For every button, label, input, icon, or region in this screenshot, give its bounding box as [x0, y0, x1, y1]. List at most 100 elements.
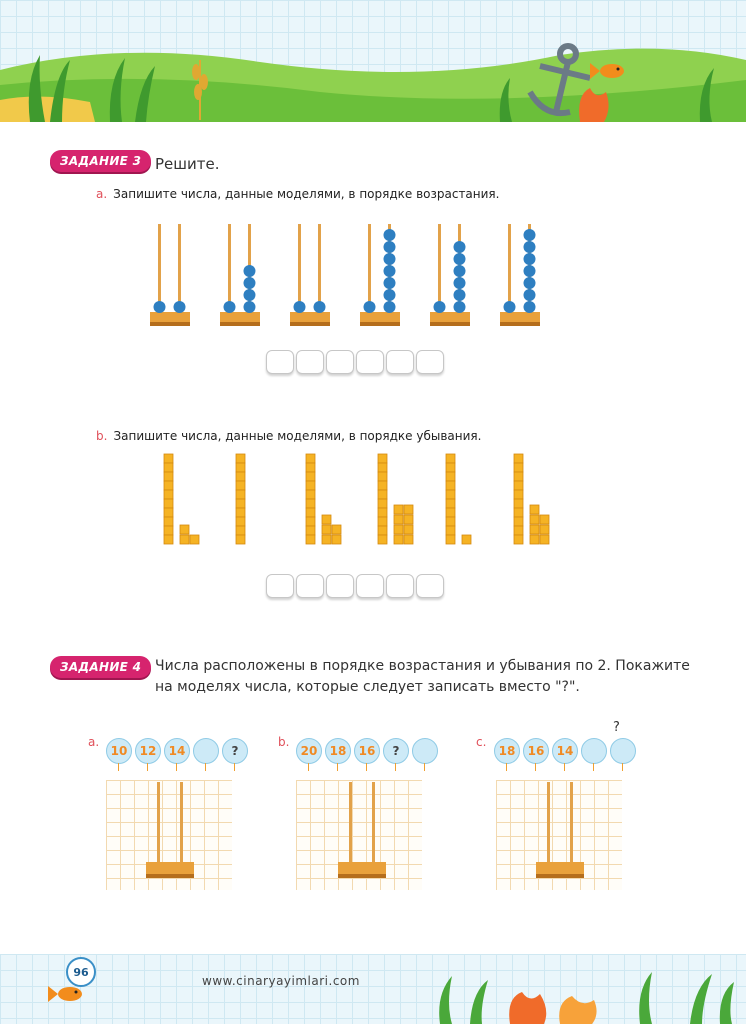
base-ten-model	[445, 453, 472, 545]
header-banner	[0, 0, 746, 122]
balloon: 16	[523, 738, 549, 771]
balloon: 14	[552, 738, 578, 771]
task3-part-b: b. Запишите числа, данные моделями, в пор…	[96, 429, 481, 443]
fish-icon	[590, 63, 624, 79]
bead	[383, 265, 396, 277]
footer-seaweed-illustration	[48, 972, 734, 1024]
answer-box[interactable]	[326, 574, 354, 598]
answer-box[interactable]	[266, 350, 294, 374]
unit-cube	[393, 504, 404, 515]
unit-cube	[529, 524, 540, 535]
abacus-model	[220, 224, 260, 326]
bead	[223, 301, 236, 313]
answer-box[interactable]	[326, 350, 354, 374]
balloons-a: 10 12 14 ?	[106, 738, 248, 771]
unit-cube	[403, 504, 414, 515]
answer-box[interactable]	[356, 574, 384, 598]
balloon: 16	[354, 738, 380, 771]
part-a-text: Запишите числа, данные моделями, в поряд…	[113, 187, 500, 201]
balloon[interactable]: ?	[383, 738, 409, 771]
answer-boxes-a	[266, 350, 444, 374]
ten-rod	[163, 453, 174, 545]
bead	[383, 241, 396, 253]
group-a-letter: a.	[88, 735, 100, 749]
balloon[interactable]: ?	[222, 738, 248, 771]
unit-cube	[321, 524, 332, 535]
ten-rod	[445, 453, 456, 545]
answer-box[interactable]	[296, 350, 324, 374]
unit-cube	[529, 504, 540, 515]
balloon: 10	[106, 738, 132, 771]
abacus-grid-b	[296, 780, 422, 890]
bead	[363, 301, 376, 313]
balloon[interactable]	[412, 738, 438, 771]
unit-cube	[539, 514, 550, 525]
base-ten-model	[163, 453, 200, 545]
group-c-letter: c.	[476, 735, 487, 749]
balloon: 18	[325, 738, 351, 771]
bead	[503, 301, 516, 313]
bead	[433, 301, 446, 313]
balloon[interactable]	[581, 738, 607, 771]
task3-part-a: a. Запишите числа, данные моделями, в пор…	[96, 187, 499, 201]
bead	[383, 301, 396, 313]
balloons-c: 18 16 14	[494, 738, 636, 771]
bead	[453, 253, 466, 265]
abacus-grid-a	[106, 780, 232, 890]
unit-cube	[393, 514, 404, 525]
balloon: 14	[164, 738, 190, 771]
bead	[523, 241, 536, 253]
balloon[interactable]	[193, 738, 219, 771]
bead	[453, 301, 466, 313]
footer-fish-icon	[48, 986, 82, 1002]
bead	[243, 265, 256, 277]
unit-cube	[189, 534, 200, 545]
abacus-models	[150, 224, 540, 326]
page-number: 96	[66, 957, 96, 987]
answer-box[interactable]	[386, 350, 414, 374]
bead	[523, 229, 536, 241]
bead	[313, 301, 326, 313]
bead	[453, 241, 466, 253]
answer-box[interactable]	[416, 350, 444, 374]
ten-rod	[305, 453, 316, 545]
bead	[383, 229, 396, 241]
task3-title: Решите.	[155, 155, 220, 173]
abacus-model	[150, 224, 190, 326]
unit-cube	[331, 534, 342, 545]
answer-box[interactable]	[266, 574, 294, 598]
part-b-letter: b.	[96, 429, 108, 443]
task4-text-line2: на моделях числа, которые следует записа…	[155, 679, 580, 695]
ten-rod	[513, 453, 524, 545]
balloon[interactable]	[610, 738, 636, 771]
bead	[523, 253, 536, 265]
bead	[523, 301, 536, 313]
empty-abacus-c	[536, 782, 584, 878]
unit-cube	[179, 524, 190, 535]
task3-badge: ЗАДАНИЕ 3	[50, 150, 152, 172]
answer-box[interactable]	[356, 350, 384, 374]
bead	[153, 301, 166, 313]
unit-cube	[393, 524, 404, 535]
answer-box[interactable]	[386, 574, 414, 598]
bead	[243, 289, 256, 301]
bead	[293, 301, 306, 313]
base-ten-model	[235, 453, 246, 545]
bead	[383, 253, 396, 265]
balloon: 12	[135, 738, 161, 771]
answer-box[interactable]	[296, 574, 324, 598]
unit-cube	[529, 514, 540, 525]
unit-cube	[403, 534, 414, 545]
unit-cube	[539, 524, 550, 535]
footer-banner	[0, 954, 746, 1024]
bead	[383, 289, 396, 301]
answer-box[interactable]	[416, 574, 444, 598]
abacus-model	[500, 224, 540, 326]
unit-cube	[321, 534, 332, 545]
bead	[453, 289, 466, 301]
anchor-icon	[527, 43, 591, 116]
task4-badge: ЗАДАНИЕ 4	[50, 656, 152, 678]
bead	[453, 265, 466, 277]
abacus-model	[360, 224, 400, 326]
answer-boxes-b	[266, 574, 444, 598]
